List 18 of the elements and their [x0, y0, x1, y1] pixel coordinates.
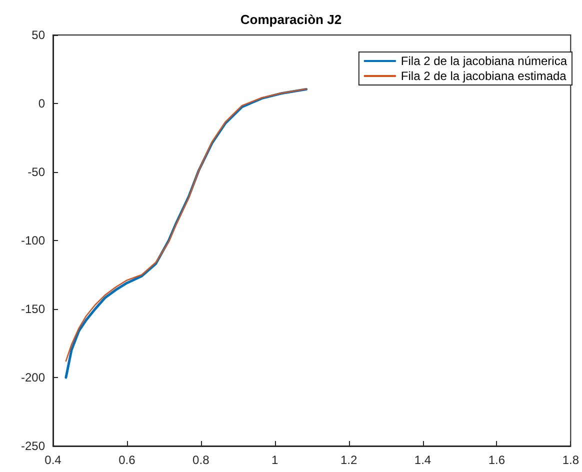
x-tick-label: 1.6 [488, 453, 506, 467]
y-tick-label: -100 [20, 234, 46, 248]
chart-title: Comparaciòn J2 [240, 12, 342, 27]
y-tick-label: -150 [20, 302, 46, 316]
legend-label: Fila 2 de la jacobiana númerica [400, 54, 568, 68]
x-tick-label: 1.4 [414, 453, 432, 467]
y-tick-label: -50 [28, 165, 46, 179]
x-tick-label: 1.2 [340, 453, 358, 467]
y-tick-label: 50 [32, 28, 46, 42]
y-tick-label: 0 [38, 96, 46, 110]
x-tick-label: 0.4 [44, 453, 62, 467]
x-tick-label: 0.8 [192, 453, 210, 467]
x-tick-label: 1 [272, 453, 279, 467]
y-tick-label: -200 [20, 370, 46, 384]
y-tick-label: -250 [20, 439, 46, 453]
x-tick-label: 0.6 [118, 453, 136, 467]
x-tick-label: 1.8 [562, 453, 580, 467]
legend-label: Fila 2 de la jacobiana estimada [400, 69, 567, 83]
